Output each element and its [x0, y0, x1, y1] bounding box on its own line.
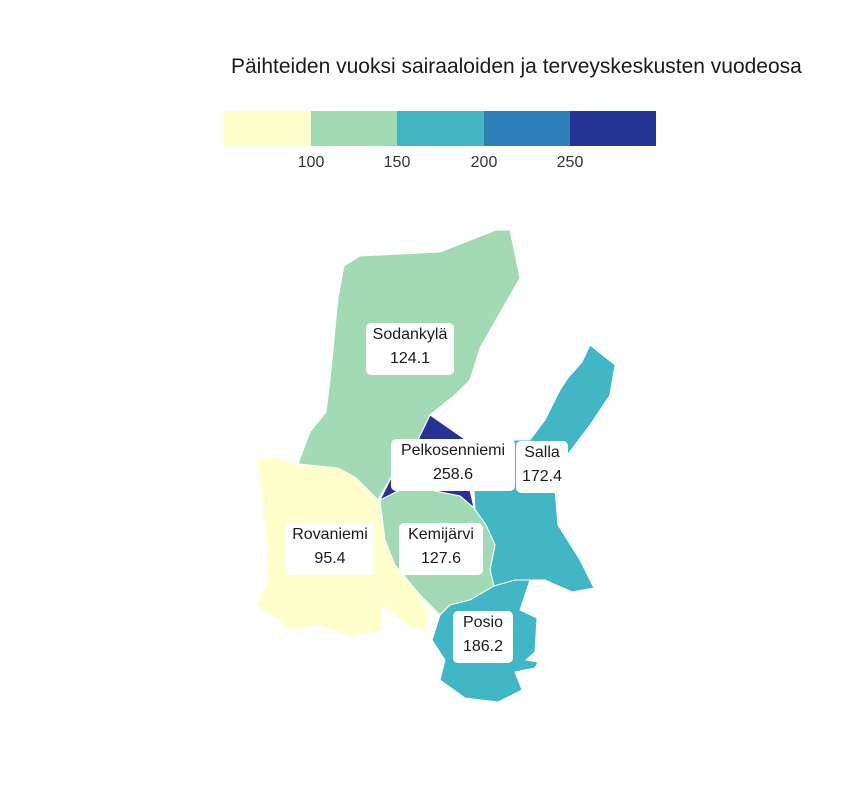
label-sodankyla: Sodankylä 124.1 [366, 323, 454, 375]
label-salla-value: 172.4 [521, 468, 563, 485]
label-kemijarvi-name: Kemijärvi [408, 526, 474, 543]
legend-tick-250: 250 [556, 154, 584, 171]
legend-tick-100: 100 [297, 154, 325, 171]
map-title: Päihteiden vuoksi sairaaloiden ja tervey… [231, 55, 802, 78]
label-kemijarvi: Kemijärvi 127.6 [399, 523, 483, 575]
label-pelkosenniemi: Pelkosenniemi 258.6 [391, 439, 515, 491]
legend-swatch-3 [397, 111, 484, 146]
legend-swatch-5 [570, 111, 656, 146]
label-sodankyla-name: Sodankylä [372, 326, 448, 343]
label-posio-name: Posio [462, 614, 504, 631]
label-sodankyla-value: 124.1 [389, 350, 431, 367]
label-rovaniemi-value: 95.4 [314, 550, 346, 567]
label-rovaniemi: Rovaniemi 95.4 [286, 523, 374, 575]
label-pelkosenniemi-name: Pelkosenniemi [400, 442, 506, 459]
label-rovaniemi-name: Rovaniemi [292, 526, 368, 543]
label-pelkosenniemi-value: 258.6 [432, 466, 474, 483]
legend-tick-150: 150 [383, 154, 411, 171]
label-kemijarvi-value: 127.6 [420, 550, 462, 567]
label-salla: Salla 172.4 [516, 441, 568, 493]
legend-tick-200: 200 [470, 154, 498, 171]
legend-swatch-2 [311, 111, 397, 146]
legend-swatch-4 [484, 111, 570, 146]
legend-swatch-1 [224, 111, 311, 146]
label-salla-name: Salla [524, 444, 560, 461]
label-posio: Posio 186.2 [453, 611, 513, 663]
label-posio-value: 186.2 [462, 638, 504, 655]
